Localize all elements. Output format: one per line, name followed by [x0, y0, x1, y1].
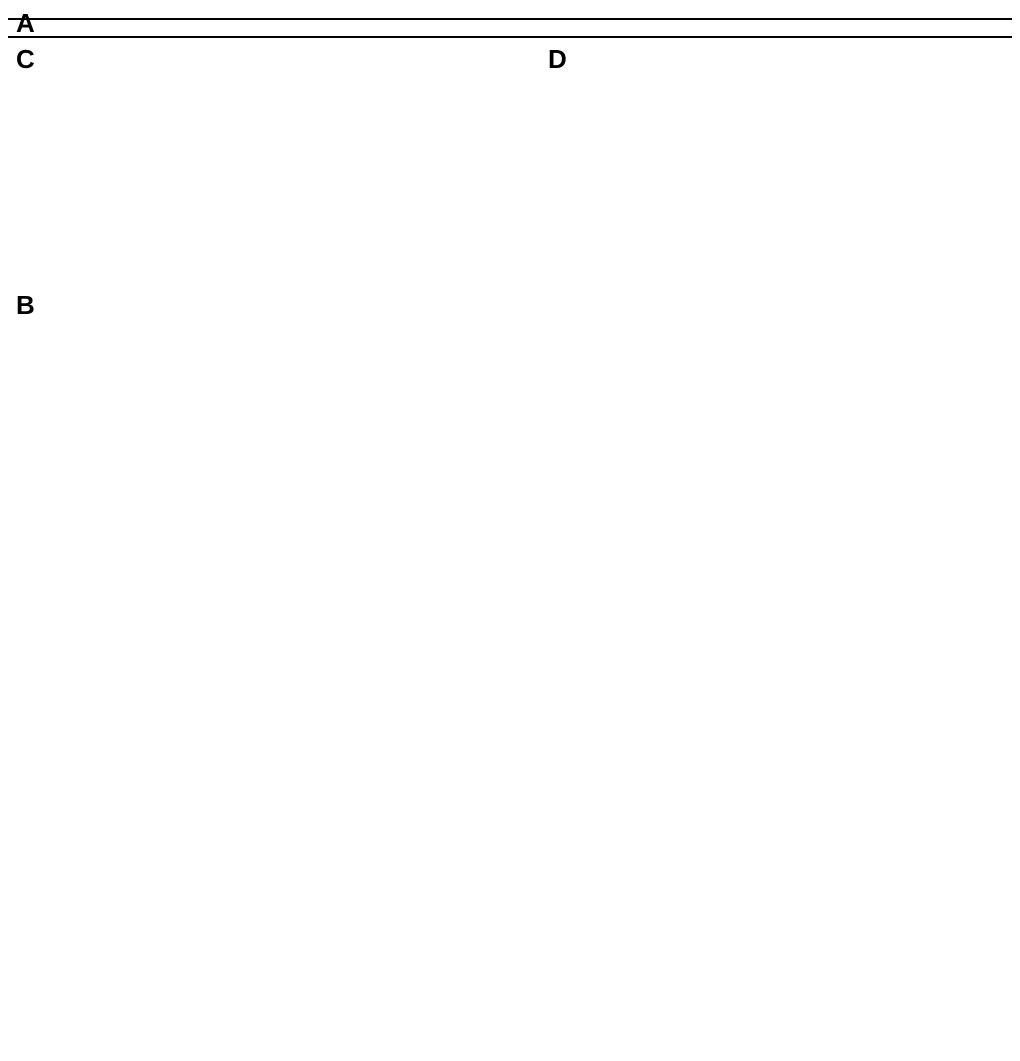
panel-label-d: D: [548, 44, 567, 75]
panel-label-a: A: [16, 8, 35, 39]
divider-bc: [8, 36, 1012, 38]
divider-ab: [8, 18, 1012, 20]
panel-label-c: C: [16, 44, 35, 75]
panel-label-b: B: [16, 290, 35, 321]
